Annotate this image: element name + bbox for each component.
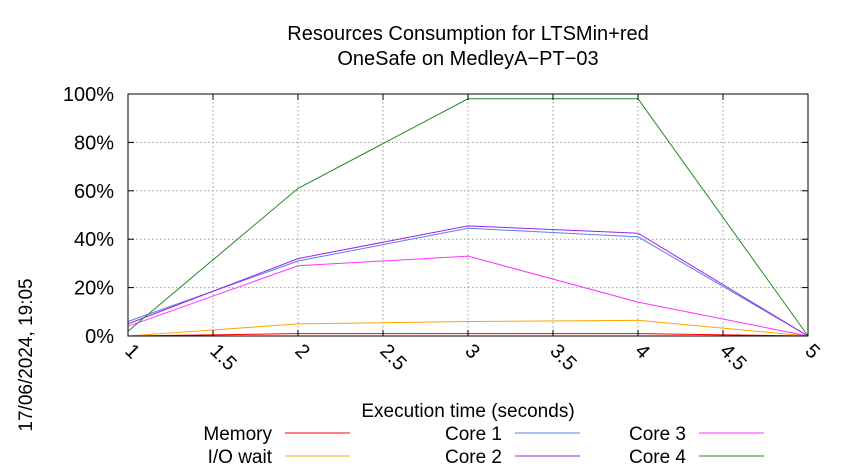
chart-subtitle: OneSafe on MedleyA−PT−03 <box>337 48 598 70</box>
series-line-core-2 <box>127 225 809 337</box>
y-tick-label: 60% <box>74 181 114 203</box>
x-tick-label: 5 <box>800 340 823 363</box>
y-tick-label: 100% <box>63 84 114 106</box>
y-tick-label: 80% <box>74 132 114 154</box>
x-tick-label: 3.5 <box>545 340 580 375</box>
legend-label-core-3: Core 3 <box>629 424 686 445</box>
x-axis-label: Execution time (seconds) <box>361 401 574 422</box>
tick-labels: 0% 20% 40% 60% 80% 100% 1 1.5 2 2.5 3 3.5 4 4.5 5 <box>63 84 824 375</box>
x-tick-label: 1 <box>120 340 143 363</box>
legend-label-i-o-wait: I/O wait <box>208 447 273 468</box>
legend-label-core-1: Core 1 <box>445 424 502 445</box>
legend-label-memory: Memory <box>203 424 272 445</box>
x-tick-label: 2.5 <box>375 340 410 375</box>
y-tick-label: 0% <box>85 326 114 348</box>
y-tick-label: 20% <box>74 278 114 300</box>
legend-label-core-2: Core 2 <box>445 447 502 468</box>
x-tick-label: 2 <box>290 340 313 363</box>
x-tick-label: 4.5 <box>715 340 750 375</box>
legend-label-core-4: Core 4 <box>629 447 686 468</box>
series-line-core-3 <box>127 255 809 337</box>
chart-title: Resources Consumption for LTSMin+red <box>287 23 648 45</box>
timestamp: 17/06/2024, 19:05 <box>16 278 37 431</box>
grid <box>128 94 808 336</box>
series-line-i-o-wait <box>127 319 809 337</box>
x-tick-label: 4 <box>630 340 653 363</box>
y-tick-label: 40% <box>74 229 114 251</box>
x-tick-label: 1.5 <box>205 340 240 375</box>
x-tick-label: 3 <box>460 340 483 363</box>
series-line-core-1 <box>127 227 809 337</box>
